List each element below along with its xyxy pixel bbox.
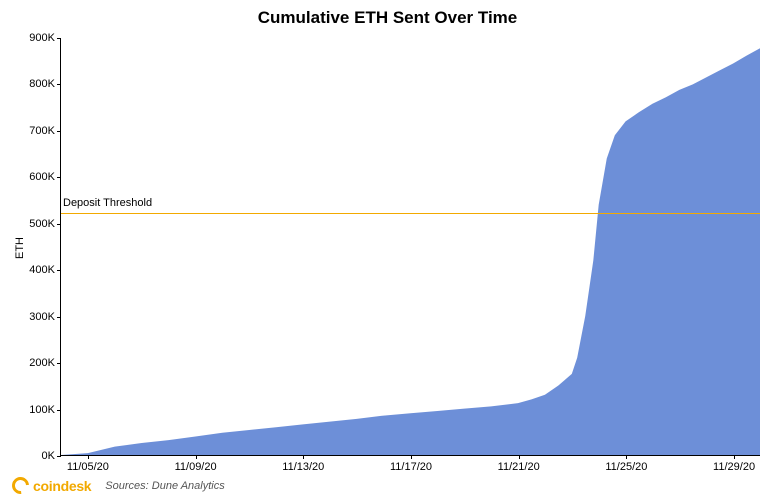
y-tick-mark xyxy=(57,131,61,132)
x-tick-mark xyxy=(303,455,304,459)
x-tick-mark xyxy=(734,455,735,459)
x-tick-mark xyxy=(88,455,89,459)
area-path xyxy=(61,48,760,455)
x-tick-mark xyxy=(196,455,197,459)
y-tick-mark xyxy=(57,456,61,457)
sources-text: Sources: Dune Analytics xyxy=(105,480,224,492)
y-tick-mark xyxy=(57,38,61,39)
threshold-line xyxy=(61,213,760,214)
x-tick-mark xyxy=(626,455,627,459)
area-svg xyxy=(61,38,760,455)
y-axis-label: ETH xyxy=(14,237,26,259)
y-tick-mark xyxy=(57,270,61,271)
chart-title: Cumulative ETH Sent Over Time xyxy=(0,0,775,28)
plot-area: Deposit Threshold 0K100K200K300K400K500K… xyxy=(60,38,760,456)
chart-container: Cumulative ETH Sent Over Time Deposit Th… xyxy=(0,0,775,500)
logo-icon xyxy=(9,474,33,498)
y-tick-mark xyxy=(57,84,61,85)
x-tick-mark xyxy=(411,455,412,459)
y-tick-mark xyxy=(57,410,61,411)
chart-footer: coindesk Sources: Dune Analytics xyxy=(12,477,225,494)
y-tick-mark xyxy=(57,363,61,364)
coindesk-logo: coindesk xyxy=(12,477,91,494)
x-tick-mark xyxy=(519,455,520,459)
y-tick-mark xyxy=(57,224,61,225)
y-tick-mark xyxy=(57,317,61,318)
logo-text: coindesk xyxy=(33,478,91,494)
y-tick-mark xyxy=(57,177,61,178)
threshold-label: Deposit Threshold xyxy=(63,197,152,211)
